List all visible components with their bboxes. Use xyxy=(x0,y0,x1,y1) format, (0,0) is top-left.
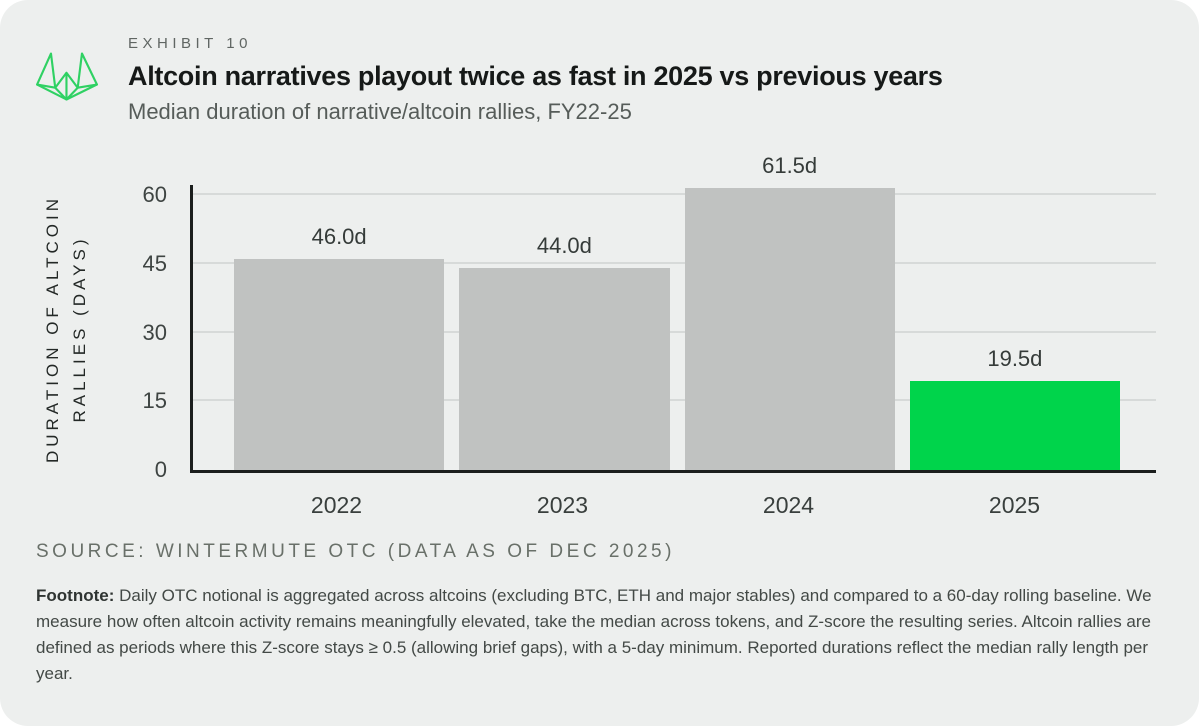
footnote-text: Daily OTC notional is aggregated across … xyxy=(36,586,1152,683)
exhibit-label: EXHIBIT 10 xyxy=(128,35,252,52)
bars-row: 46.0d 44.0d 61.5d 19.5d xyxy=(193,153,1156,470)
bar-2022: 46.0d xyxy=(234,224,445,470)
y-tick-30: 30 xyxy=(142,319,167,345)
y-axis-ticks: 0 15 30 45 60 xyxy=(105,182,167,482)
bar-2023: 44.0d xyxy=(459,233,670,470)
footnote: Footnote: Daily OTC notional is aggregat… xyxy=(36,583,1166,687)
chart-title: Altcoin narratives playout twice as fast… xyxy=(128,61,943,91)
bar-value-label-2025: 19.5d xyxy=(987,345,1043,371)
plot-area: 46.0d 44.0d 61.5d 19.5d xyxy=(190,153,1156,470)
x-tick-label-2022: 2022 xyxy=(310,492,363,518)
x-tick-label-2024: 2024 xyxy=(762,492,815,518)
bar-2024: 61.5d xyxy=(684,153,895,470)
bar-slot-2025: 19.5d xyxy=(909,185,1120,470)
y-tick-0: 0 xyxy=(154,457,167,482)
x-tick-label-2023: 2023 xyxy=(536,492,589,518)
x-axis-line xyxy=(190,470,1156,473)
gridline-30 xyxy=(193,330,1156,333)
bar-slot-2024: 61.5d xyxy=(684,153,895,470)
source-line: SOURCE: WINTERMUTE OTC (DATA AS OF DEC 2… xyxy=(36,541,675,562)
x-tick-label-2025: 2025 xyxy=(988,492,1041,518)
footnote-label: Footnote: xyxy=(36,586,115,605)
x-labels-row: 2022 2023 2024 2025 xyxy=(190,492,1156,519)
wintermute-logo-icon xyxy=(36,52,98,106)
y-axis-title: DURATION OF ALTCOIN RALLIES (DAYS) xyxy=(39,174,93,484)
bar-slot-2023: 44.0d xyxy=(459,185,670,470)
y-tick-45: 45 xyxy=(142,250,167,276)
y-tick-60: 60 xyxy=(142,182,167,208)
chart-subtitle: Median duration of narrative/altcoin ral… xyxy=(128,99,632,124)
bar-value-label-2023: 44.0d xyxy=(536,233,592,259)
y-axis-title-line1: DURATION OF ALTCOIN xyxy=(43,194,62,464)
gridline-15 xyxy=(193,399,1156,402)
y-axis-title-line2: RALLIES (DAYS) xyxy=(70,235,89,423)
bar-2025: 19.5d xyxy=(909,346,1120,470)
bar-value-label-2024: 61.5d xyxy=(762,153,818,179)
gridline-60 xyxy=(193,193,1156,196)
bar-value-label-2022: 46.0d xyxy=(311,224,367,250)
bar-slot-2022: 46.0d xyxy=(234,185,445,470)
gridline-45 xyxy=(193,261,1156,264)
y-tick-15: 15 xyxy=(142,388,167,414)
